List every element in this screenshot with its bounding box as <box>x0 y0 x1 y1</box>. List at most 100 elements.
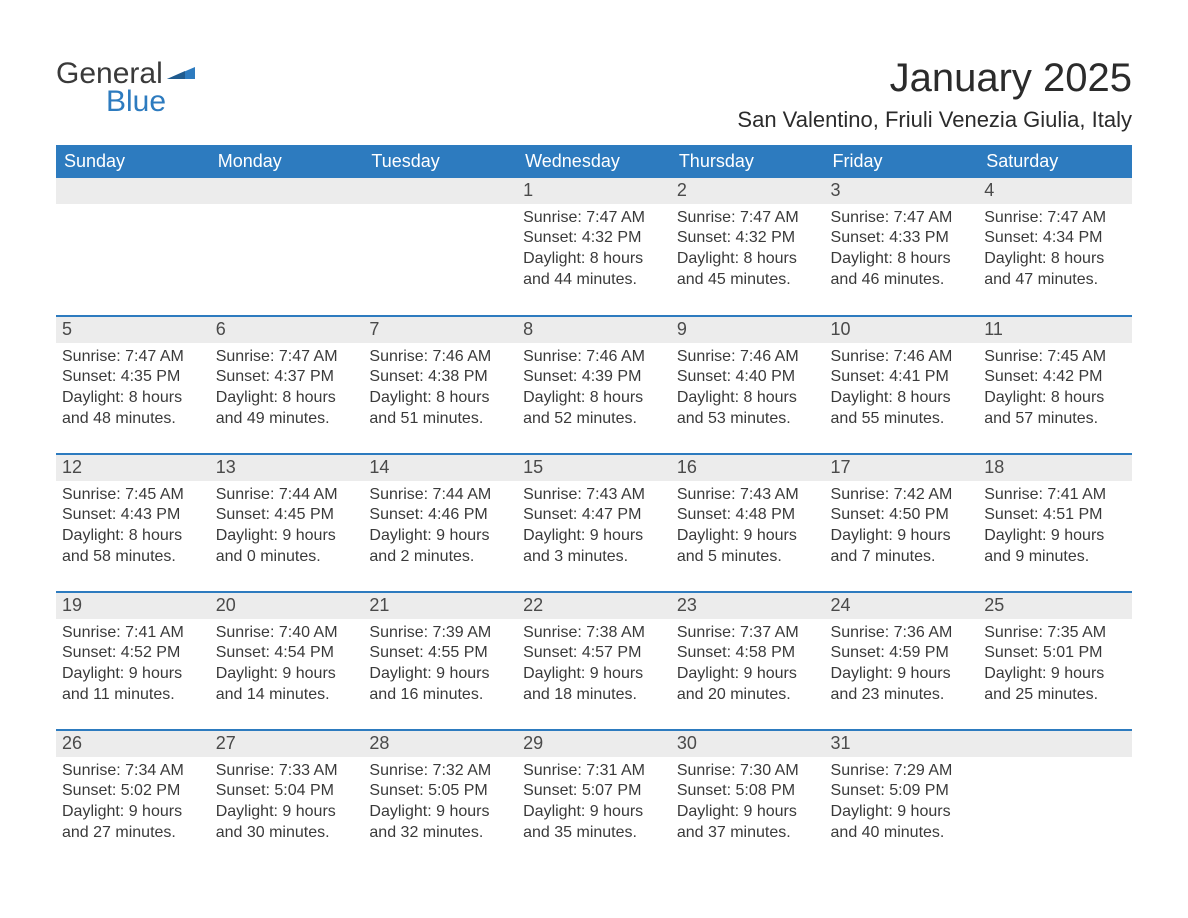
daylight-line: Daylight: 9 hours <box>831 526 973 547</box>
calendar-day-cell: 18Sunrise: 7:41 AMSunset: 4:51 PMDayligh… <box>978 454 1132 592</box>
calendar-empty-cell <box>978 730 1132 868</box>
daylight-line: and 53 minutes. <box>677 409 819 430</box>
day-number: 15 <box>517 455 671 481</box>
day-number: 2 <box>671 178 825 204</box>
daylight-line: and 30 minutes. <box>216 823 358 844</box>
daylight-line: Daylight: 9 hours <box>677 664 819 685</box>
daylight-line: and 11 minutes. <box>62 685 204 706</box>
sunrise-line: Sunrise: 7:37 AM <box>677 623 819 644</box>
day-number: 31 <box>825 731 979 757</box>
sunrise-line: Sunrise: 7:45 AM <box>984 347 1126 368</box>
daylight-line: Daylight: 9 hours <box>216 802 358 823</box>
weekday-header: Friday <box>825 145 979 178</box>
sunrise-line: Sunrise: 7:30 AM <box>677 761 819 782</box>
sunrise-line: Sunrise: 7:46 AM <box>831 347 973 368</box>
sunset-line: Sunset: 4:54 PM <box>216 643 358 664</box>
daylight-line: Daylight: 9 hours <box>523 526 665 547</box>
daylight-line: Daylight: 9 hours <box>369 802 511 823</box>
calendar-day-cell: 16Sunrise: 7:43 AMSunset: 4:48 PMDayligh… <box>671 454 825 592</box>
sunset-line: Sunset: 5:09 PM <box>831 781 973 802</box>
daylight-line: Daylight: 8 hours <box>369 388 511 409</box>
day-number: 13 <box>210 455 364 481</box>
day-number <box>210 178 364 204</box>
calendar-day-cell: 2Sunrise: 7:47 AMSunset: 4:32 PMDaylight… <box>671 178 825 316</box>
calendar-day-cell: 27Sunrise: 7:33 AMSunset: 5:04 PMDayligh… <box>210 730 364 868</box>
day-number: 17 <box>825 455 979 481</box>
sunrise-line: Sunrise: 7:46 AM <box>369 347 511 368</box>
day-details <box>56 204 210 212</box>
daylight-line: and 48 minutes. <box>62 409 204 430</box>
daylight-line: and 14 minutes. <box>216 685 358 706</box>
calendar-week-row: 26Sunrise: 7:34 AMSunset: 5:02 PMDayligh… <box>56 730 1132 868</box>
sunset-line: Sunset: 4:38 PM <box>369 367 511 388</box>
day-number: 25 <box>978 593 1132 619</box>
sunset-line: Sunset: 4:45 PM <box>216 505 358 526</box>
calendar-day-cell: 11Sunrise: 7:45 AMSunset: 4:42 PMDayligh… <box>978 316 1132 454</box>
sunset-line: Sunset: 4:43 PM <box>62 505 204 526</box>
sunset-line: Sunset: 5:01 PM <box>984 643 1126 664</box>
title-block: January 2025 San Valentino, Friuli Venez… <box>56 56 1132 133</box>
calendar-day-cell: 13Sunrise: 7:44 AMSunset: 4:45 PMDayligh… <box>210 454 364 592</box>
calendar-day-cell: 9Sunrise: 7:46 AMSunset: 4:40 PMDaylight… <box>671 316 825 454</box>
sunrise-line: Sunrise: 7:31 AM <box>523 761 665 782</box>
sunset-line: Sunset: 4:35 PM <box>62 367 204 388</box>
calendar-day-cell: 26Sunrise: 7:34 AMSunset: 5:02 PMDayligh… <box>56 730 210 868</box>
daylight-line: Daylight: 9 hours <box>369 664 511 685</box>
day-number: 16 <box>671 455 825 481</box>
weekday-header: Sunday <box>56 145 210 178</box>
day-details: Sunrise: 7:47 AMSunset: 4:34 PMDaylight:… <box>978 204 1132 295</box>
daylight-line: and 5 minutes. <box>677 547 819 568</box>
sunrise-line: Sunrise: 7:47 AM <box>216 347 358 368</box>
calendar-day-cell: 14Sunrise: 7:44 AMSunset: 4:46 PMDayligh… <box>363 454 517 592</box>
daylight-line: Daylight: 9 hours <box>677 526 819 547</box>
day-number: 10 <box>825 317 979 343</box>
daylight-line: and 20 minutes. <box>677 685 819 706</box>
sunset-line: Sunset: 5:04 PM <box>216 781 358 802</box>
calendar-day-cell: 7 Sunrise: 7:46 AMSunset: 4:38 PMDaylight… <box>363 316 517 454</box>
day-details: Sunrise: 7:46 AMSunset: 4:40 PMDaylight:… <box>671 343 825 434</box>
day-details: Sunrise: 7:45 AMSunset: 4:42 PMDaylight:… <box>978 343 1132 434</box>
day-details: Sunrise: 7:43 AMSunset: 4:47 PMDaylight:… <box>517 481 671 572</box>
daylight-line: and 35 minutes. <box>523 823 665 844</box>
daylight-line: Daylight: 8 hours <box>831 388 973 409</box>
day-number: 26 <box>56 731 210 757</box>
day-details: Sunrise: 7:32 AMSunset: 5:05 PMDaylight:… <box>363 757 517 848</box>
sunrise-line: Sunrise: 7:35 AM <box>984 623 1126 644</box>
sunset-line: Sunset: 4:40 PM <box>677 367 819 388</box>
daylight-line: Daylight: 8 hours <box>62 526 204 547</box>
calendar-day-cell: 5Sunrise: 7:47 AMSunset: 4:35 PMDaylight… <box>56 316 210 454</box>
daylight-line: and 57 minutes. <box>984 409 1126 430</box>
sunrise-line: Sunrise: 7:33 AM <box>216 761 358 782</box>
day-number: 21 <box>363 593 517 619</box>
calendar-week-row: 5 Sunrise: 7:47 AM Sunset: 4:35 PM Daylight… <box>56 316 1132 454</box>
calendar-day-cell: 6Sunrise: 7:47 AMSunset: 4:37 PMDaylight… <box>210 316 364 454</box>
daylight-line: and 58 minutes. <box>62 547 204 568</box>
day-details: Sunrise: 7:46 AMSunset: 4:39 PMDaylight:… <box>517 343 671 434</box>
day-number: 3 <box>825 178 979 204</box>
calendar-day-cell: 25Sunrise: 7:35 AMSunset: 5:01 PMDayligh… <box>978 592 1132 730</box>
daylight-line: and 27 minutes. <box>62 823 204 844</box>
sunrise-line: Sunrise: 7:41 AM <box>984 485 1126 506</box>
daylight-line: Daylight: 8 hours <box>984 388 1126 409</box>
daylight-line: and 23 minutes. <box>831 685 973 706</box>
logo: General Blue <box>56 55 195 117</box>
daylight-line: and 44 minutes. <box>523 270 665 291</box>
daylight-line: and 46 minutes. <box>831 270 973 291</box>
daylight-line: and 25 minutes. <box>984 685 1126 706</box>
daylight-line: Daylight: 9 hours <box>62 802 204 823</box>
day-details <box>210 204 364 212</box>
sunset-line: Sunset: 4:32 PM <box>677 228 819 249</box>
day-details: Sunrise: 7:46 AMSunset: 4:41 PMDaylight:… <box>825 343 979 434</box>
day-number: 7 <box>363 317 517 343</box>
sunset-line: Sunset: 4:41 PM <box>831 367 973 388</box>
calendar-day-cell: 29Sunrise: 7:31 AMSunset: 5:07 PMDayligh… <box>517 730 671 868</box>
sunset-line: Sunset: 4:58 PM <box>677 643 819 664</box>
sunrise-line: Sunrise: 7:47 AM <box>677 208 819 229</box>
day-number: 14 <box>363 455 517 481</box>
calendar-day-cell: 31Sunrise: 7:29 AMSunset: 5:09 PMDayligh… <box>825 730 979 868</box>
sunrise-line: Sunrise: 7:46 AM <box>523 347 665 368</box>
day-number: 5 <box>56 317 210 343</box>
day-details: Sunrise: 7:30 AMSunset: 5:08 PMDaylight:… <box>671 757 825 848</box>
sunset-line: Sunset: 4:48 PM <box>677 505 819 526</box>
sunset-line: Sunset: 5:07 PM <box>523 781 665 802</box>
